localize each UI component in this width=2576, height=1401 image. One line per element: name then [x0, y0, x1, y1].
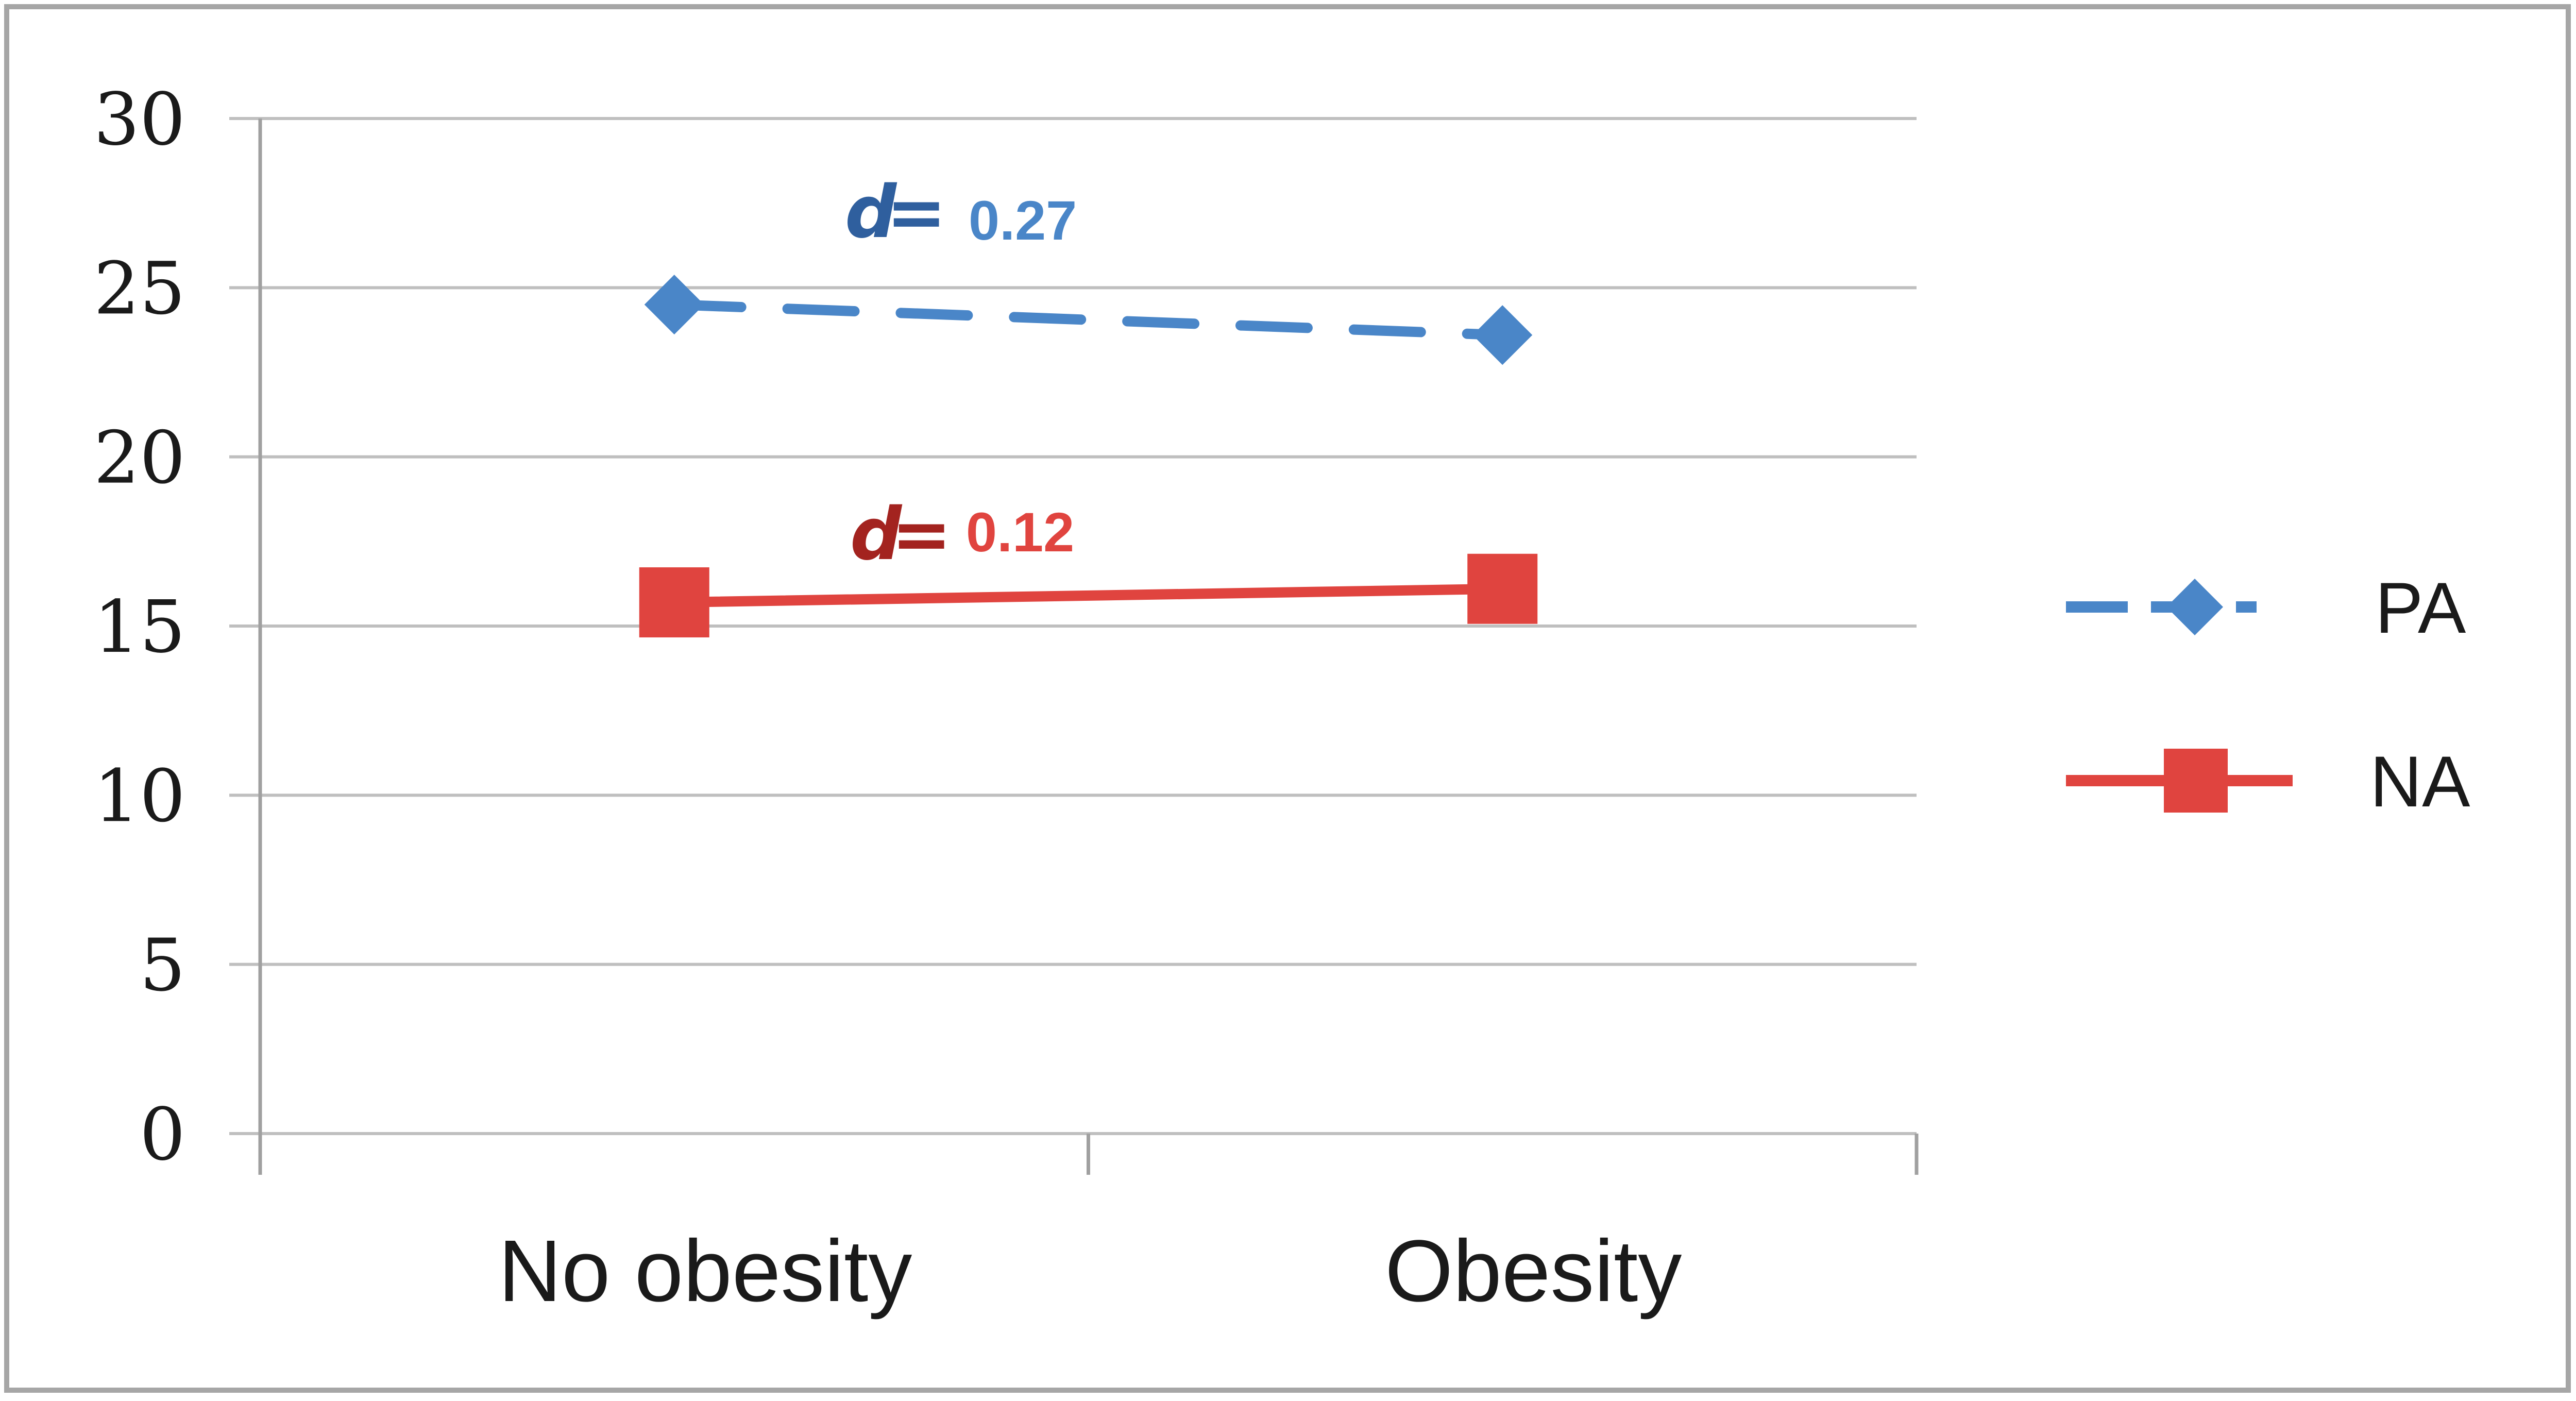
y-tick-label: 25	[94, 247, 185, 331]
y-tick-label: 5	[140, 924, 185, 1008]
y-tick-labels: 0 5 10 15 20 25 30	[94, 78, 185, 1177]
pa-effect-value: 0.27	[969, 189, 1077, 251]
y-tick-label: 0	[140, 1093, 185, 1177]
pa-effect-equals: =	[886, 171, 946, 255]
legend-pa-marker	[2166, 579, 2223, 635]
data-point-pa	[1472, 305, 1533, 365]
y-tick-label: 20	[94, 416, 185, 500]
data-point-na	[639, 567, 709, 638]
chart-frame	[4, 4, 2571, 1393]
legend-pa-label: PA	[2375, 567, 2466, 648]
data-point-na	[1467, 553, 1538, 624]
series-line-na	[669, 583, 1508, 608]
gridlines	[229, 117, 1917, 1135]
y-tick-label: 15	[94, 585, 185, 669]
na-effect-value: 0.12	[966, 501, 1074, 563]
series	[639, 275, 1538, 638]
na-effect-equals: =	[891, 493, 952, 577]
legend-na-label: NA	[2370, 741, 2470, 822]
x-tick-labels: No obesity Obesity	[498, 1222, 1682, 1320]
x-tick-label: No obesity	[498, 1222, 912, 1320]
pa-effect-d-symbol: d	[845, 171, 897, 255]
na-effect-d-symbol: d	[850, 493, 903, 577]
axes	[258, 119, 1919, 1175]
y-tick-label: 10	[94, 754, 185, 838]
x-tick-label: Obesity	[1385, 1222, 1682, 1320]
legend: PA NA	[2066, 567, 2470, 822]
series-line-pa	[669, 299, 1508, 341]
y-tick-label: 30	[94, 78, 185, 162]
legend-na-marker	[2164, 749, 2228, 813]
data-point-pa	[644, 275, 704, 335]
